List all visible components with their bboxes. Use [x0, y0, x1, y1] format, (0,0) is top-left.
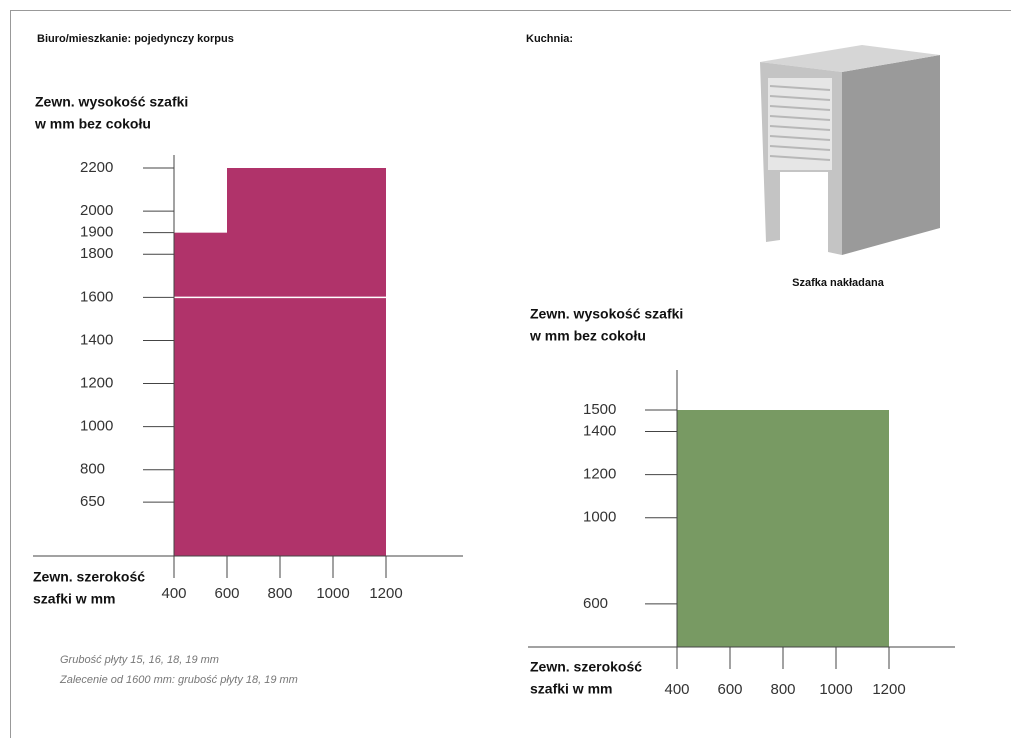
x-tick-label: 400 [161, 585, 186, 602]
y-tick-label: 650 [80, 493, 105, 510]
y-tick-label: 2000 [80, 202, 113, 219]
y-tick-label: 1000 [80, 418, 113, 435]
x-tick-label: 600 [214, 585, 239, 602]
y-tick-label: 1400 [80, 331, 113, 348]
x-axis-label: szafki w mm [530, 681, 612, 697]
y-axis-label: Zewn. wysokość szafki [35, 94, 188, 110]
bar [174, 232, 227, 556]
x-tick-label: 800 [267, 585, 292, 602]
x-tick-label: 1000 [819, 681, 852, 698]
note: Zalecenie od 1600 mm: grubość płyty 18, … [59, 674, 298, 686]
y-tick-label: 1200 [583, 466, 616, 483]
y-tick-label: 1900 [80, 224, 113, 241]
bar [677, 410, 889, 647]
bar [227, 168, 386, 556]
y-tick-label: 1500 [583, 401, 616, 418]
y-tick-label: 1400 [583, 423, 616, 440]
image-caption: Szafka nakładana [792, 277, 885, 289]
y-axis-label: w mm bez cokołu [529, 328, 646, 344]
y-axis-label: w mm bez cokołu [34, 116, 151, 132]
x-axis-label: Zewn. szerokość [530, 659, 642, 675]
y-tick-label: 2200 [80, 159, 113, 176]
y-axis-label: Zewn. wysokość szafki [530, 306, 683, 322]
x-tick-label: 1000 [316, 585, 349, 602]
x-tick-label: 600 [717, 681, 742, 698]
x-tick-label: 1200 [872, 681, 905, 698]
x-tick-label: 800 [770, 681, 795, 698]
x-axis-label: szafki w mm [33, 591, 115, 607]
y-tick-label: 1200 [80, 375, 113, 392]
heading: Kuchnia: [526, 33, 573, 45]
x-tick-label: 400 [664, 681, 689, 698]
note: Grubość płyty 15, 16, 18, 19 mm [60, 654, 219, 666]
cabinet-image [760, 45, 940, 255]
y-tick-label: 800 [80, 461, 105, 478]
y-tick-label: 600 [583, 595, 608, 612]
y-tick-label: 1600 [80, 288, 113, 305]
y-tick-label: 1800 [80, 245, 113, 262]
x-tick-label: 1200 [369, 585, 402, 602]
x-axis-label: Zewn. szerokość [33, 569, 145, 585]
heading: Biuro/mieszkanie: pojedynczy korpus [37, 33, 234, 45]
y-tick-label: 1000 [583, 509, 616, 526]
